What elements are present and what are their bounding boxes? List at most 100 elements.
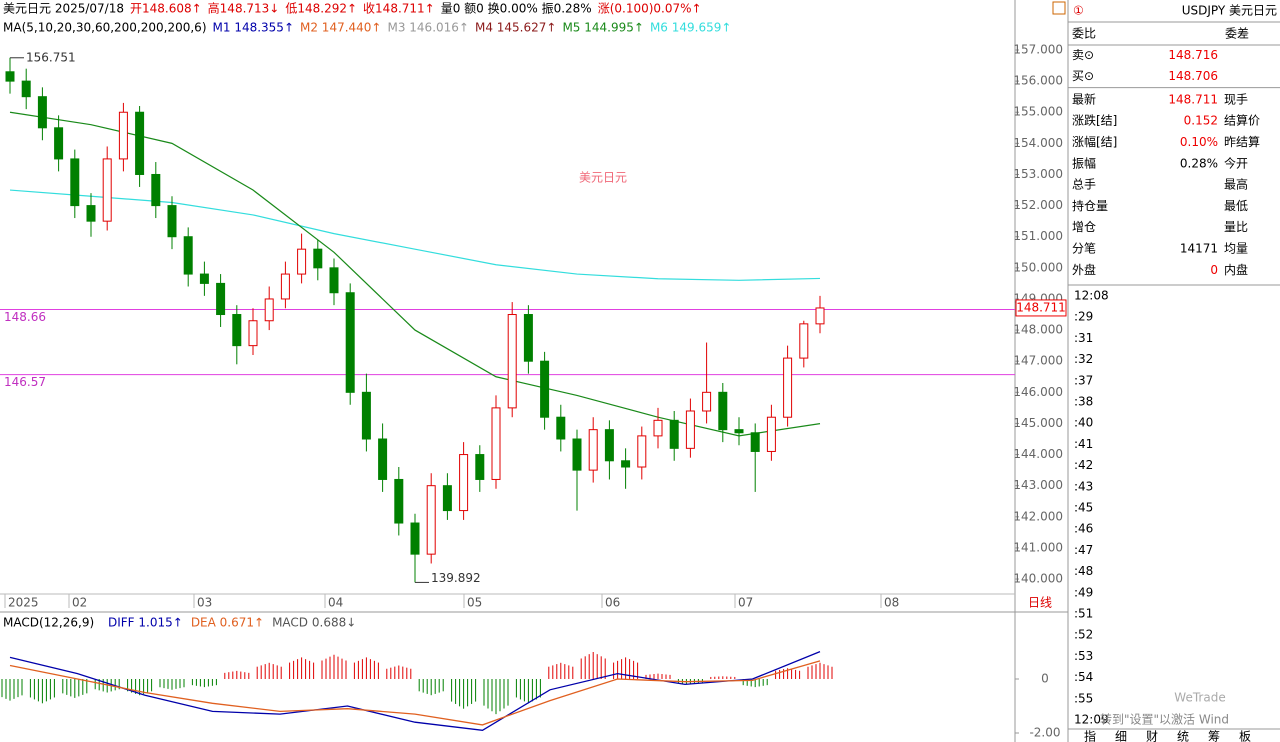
tab[interactable]: 统 — [1177, 730, 1189, 742]
tab[interactable]: 筹 — [1208, 730, 1220, 742]
tab[interactable]: 财 — [1146, 730, 1158, 742]
row-label: 现手 — [1224, 92, 1248, 106]
candle-body — [523, 314, 533, 362]
row-label: 涨幅[结] — [1072, 134, 1117, 149]
x-tick-label: 02 — [72, 596, 87, 610]
candle-body — [507, 314, 517, 409]
row-value: 0.10% — [1180, 135, 1218, 149]
candle-body — [621, 460, 631, 468]
row-label: 买⊙ — [1072, 69, 1094, 83]
activation: 转到"设置"以激活 Wind — [1100, 712, 1229, 727]
tick-time: :52 — [1074, 628, 1093, 642]
row-value: 148.716 — [1168, 48, 1218, 62]
y-tick-label: 0 — [1041, 672, 1049, 686]
row-label: 今开 — [1224, 155, 1248, 170]
y-tick-label: 140.000 — [1013, 572, 1063, 586]
candle-body — [766, 416, 776, 452]
row-label: 结算价 — [1224, 113, 1260, 128]
tick-time: :55 — [1074, 691, 1093, 705]
header-item: M1 148.355↑ — [213, 21, 294, 35]
candle-body — [135, 111, 145, 175]
candle-body — [151, 173, 161, 207]
macd-line — [9, 650, 821, 731]
x-tick-label: 07 — [738, 596, 753, 610]
tick-time: :46 — [1074, 522, 1093, 536]
watermark: 美元日元 — [579, 171, 627, 185]
header-item: M3 146.016↑ — [387, 21, 468, 35]
header-item: 量0 额0 换0.00% 振0.28% — [441, 2, 592, 16]
candle-body — [183, 236, 193, 275]
y-tick-label: 148.000 — [1013, 323, 1063, 337]
x-tick-label: 06 — [605, 596, 620, 610]
y-tick-label: 151.000 — [1013, 229, 1063, 243]
price-line-label: 146.57 — [4, 375, 46, 389]
tick-time: :37 — [1074, 373, 1093, 387]
window-button[interactable] — [1052, 1, 1066, 15]
price-line-label: 148.66 — [4, 310, 46, 324]
candle-body — [815, 307, 825, 325]
header-item: M5 144.995↑ — [562, 21, 643, 35]
row-label: 量比 — [1224, 220, 1248, 234]
candle-body — [297, 248, 307, 275]
tick-time: :38 — [1074, 395, 1093, 409]
row-value: 14171 — [1180, 242, 1218, 256]
candle-body — [669, 419, 679, 449]
candle-body — [750, 432, 760, 452]
candle-body — [313, 248, 323, 269]
candle-body — [167, 205, 177, 238]
row-label: 振幅 — [1072, 155, 1096, 170]
low-label: 139.892 — [431, 571, 481, 585]
x-tick-label: 2025 — [8, 596, 39, 610]
y-tick-label: 142.000 — [1013, 509, 1063, 523]
y-tick-label: 147.000 — [1013, 354, 1063, 368]
y-tick-label: 154.000 — [1013, 136, 1063, 150]
tick-time: :41 — [1074, 437, 1093, 451]
candle-body — [248, 320, 258, 347]
tick-time: :54 — [1074, 670, 1093, 684]
y-tick-label: 153.000 — [1013, 167, 1063, 181]
row-label: 均量 — [1224, 242, 1248, 256]
candle-body — [361, 391, 371, 440]
row-value: 0.152 — [1184, 114, 1218, 128]
tab[interactable]: 指 — [1084, 729, 1096, 742]
tick-time: :47 — [1074, 543, 1093, 557]
y-tick-label: 146.000 — [1013, 385, 1063, 399]
row-value: 0.28% — [1180, 156, 1218, 170]
header-item: M2 147.440↑ — [300, 21, 381, 35]
candle-body — [604, 429, 614, 462]
header-item: 高148.713↓ — [208, 1, 280, 16]
candle-body — [734, 429, 744, 434]
tick-time: :31 — [1074, 331, 1093, 345]
tab[interactable]: 板 — [1239, 730, 1251, 742]
candle-body — [426, 485, 436, 555]
header-item: M6 149.659↑ — [650, 21, 731, 35]
macd-line — [9, 660, 821, 726]
high-label: 156.751 — [26, 50, 76, 64]
header-item: MA(5,10,20,30,60,200,200,200,6) — [3, 21, 207, 35]
candle-body — [54, 127, 64, 160]
candle-body — [21, 80, 31, 98]
row-label: 涨跌[结] — [1072, 113, 1117, 128]
tick-time: :29 — [1074, 310, 1093, 324]
tick-time: :53 — [1074, 649, 1093, 663]
candle-body — [588, 429, 598, 471]
candle-body — [118, 111, 128, 160]
tick-time: :48 — [1074, 564, 1093, 578]
candle-body — [86, 205, 96, 222]
row-label: 最新 — [1072, 91, 1096, 106]
macd-title: MACD(12,26,9) — [3, 616, 94, 630]
header-item: 收148.711↑ — [363, 2, 435, 16]
tab[interactable]: 细 — [1115, 730, 1127, 742]
row-label: 卖⊙ — [1072, 48, 1094, 62]
candle-body — [329, 267, 339, 294]
symbol: USDJPY 美元日元 — [1182, 4, 1277, 18]
y-tick-label: 157.000 — [1013, 43, 1063, 57]
header-item: 涨(0.100)0.07%↑ — [598, 1, 702, 16]
candle-body — [378, 438, 388, 480]
x-tick-label: 08 — [884, 596, 899, 610]
tick-time: :51 — [1074, 607, 1093, 621]
x-tick-label: 05 — [467, 596, 482, 610]
row-label: 最高 — [1224, 177, 1248, 192]
candle-body — [394, 478, 404, 524]
